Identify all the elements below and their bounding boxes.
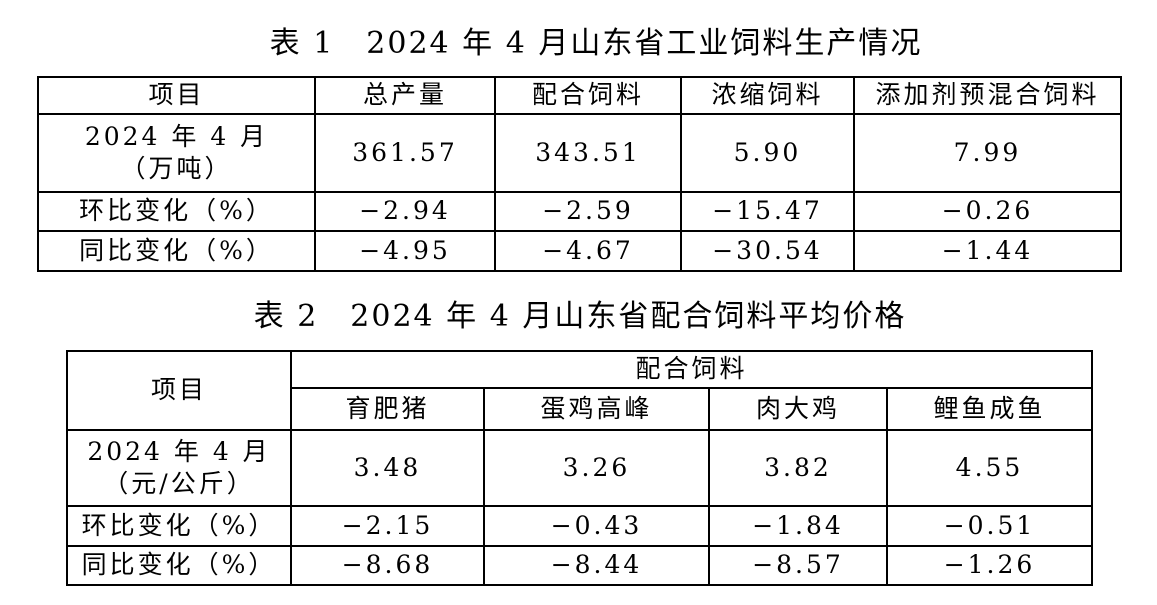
cell: −0.51 bbox=[885, 505, 1094, 547]
cell: 4.55 bbox=[885, 429, 1094, 507]
production-table: 项目 总产量 配合饲料 浓缩饲料 添加剂预混合饲料 2024 年 4 月 （万吨） 361.5… bbox=[37, 76, 1122, 272]
header-cell: 项目 bbox=[66, 350, 292, 431]
table-title: 表 1 2024 年 4 月山东省工业饲料生产情况 bbox=[269, 26, 923, 61]
cell: −2.94 bbox=[314, 191, 496, 232]
cell: −2.59 bbox=[494, 191, 682, 232]
row-label: 2024 年 4 月 （万吨） bbox=[37, 113, 316, 193]
row: 同比变化（%） −4.95 −4.67 −30.54 −1.44 bbox=[37, 230, 1122, 272]
table-title: 表 2 2024 年 4 月山东省配合饲料平均价格 bbox=[253, 299, 907, 334]
cell: −8.44 bbox=[483, 545, 710, 586]
cell: 7.99 bbox=[853, 113, 1122, 193]
cell: −4.95 bbox=[314, 230, 496, 272]
row: 同比变化（%） −8.68 −8.44 −8.57 −1.26 bbox=[66, 545, 1094, 586]
cell: 3.48 bbox=[290, 429, 485, 507]
label-line: （元/公斤） bbox=[103, 469, 255, 498]
cell: −1.44 bbox=[853, 230, 1122, 272]
label-line: （万吨） bbox=[120, 154, 233, 183]
label-line: 同比变化（%） bbox=[81, 550, 277, 580]
label-line: 同比变化（%） bbox=[79, 235, 274, 265]
row: 2024 年 4 月 （元/公斤） 3.48 3.26 3.82 4.55 bbox=[66, 429, 1094, 507]
cell: 361.57 bbox=[314, 113, 496, 193]
cell: −30.54 bbox=[680, 230, 855, 272]
row-label: 2024 年 4 月 （元/公斤） bbox=[66, 429, 292, 507]
group-header: 配合饲料 bbox=[289, 350, 1094, 389]
cell: −0.43 bbox=[483, 505, 710, 547]
price-table: 项目 配合饲料 育肥猪 蛋鸡高峰 肉大鸡 鲤鱼成鱼 2024 年 4 月 （元/公斤） 3.48… bbox=[66, 350, 1094, 586]
header-cell: 育肥猪 bbox=[290, 387, 485, 431]
header-cell: 项目 bbox=[37, 76, 316, 115]
label-line: 环比变化（%） bbox=[81, 510, 277, 540]
cell: −8.68 bbox=[290, 545, 485, 586]
header-row: 项目 总产量 配合饲料 浓缩饲料 添加剂预混合饲料 bbox=[37, 76, 1122, 115]
cell: −1.84 bbox=[708, 505, 888, 547]
row-label: 同比变化（%） bbox=[66, 545, 292, 586]
header-cell: 浓缩饲料 bbox=[680, 76, 855, 115]
cell: 3.82 bbox=[708, 429, 888, 507]
label-line: 2024 年 4 月 bbox=[84, 121, 269, 151]
row: 2024 年 4 月 （万吨） 361.57 343.51 5.90 7.99 bbox=[37, 113, 1122, 193]
row: 环比变化（%） −2.94 −2.59 −15.47 −0.26 bbox=[37, 191, 1122, 232]
row: 环比变化（%） −2.15 −0.43 −1.84 −0.51 bbox=[66, 505, 1094, 547]
cell: −0.26 bbox=[853, 191, 1122, 232]
cell: −2.15 bbox=[290, 505, 485, 547]
label-line: 2024 年 4 月 bbox=[87, 436, 271, 466]
cell: −15.47 bbox=[680, 191, 855, 232]
cell: −8.57 bbox=[708, 545, 888, 586]
cell: −4.67 bbox=[494, 230, 682, 272]
header-cell: 总产量 bbox=[314, 76, 496, 115]
label-line: 环比变化（%） bbox=[79, 196, 274, 226]
header-cell: 添加剂预混合饲料 bbox=[853, 76, 1122, 115]
cell: 5.90 bbox=[680, 113, 855, 193]
header-cell: 鲤鱼成鱼 bbox=[885, 387, 1094, 431]
cell: 343.51 bbox=[494, 113, 682, 193]
header-cell: 配合饲料 bbox=[494, 76, 682, 115]
row-label: 环比变化（%） bbox=[66, 505, 292, 547]
header-cell: 蛋鸡高峰 bbox=[483, 387, 710, 431]
header-row: 育肥猪 蛋鸡高峰 肉大鸡 鲤鱼成鱼 bbox=[67, 387, 1094, 431]
header-row: 项目 配合饲料 bbox=[66, 350, 1094, 431]
cell: −1.26 bbox=[885, 545, 1094, 586]
header-cell: 肉大鸡 bbox=[708, 387, 888, 431]
cell: 3.26 bbox=[483, 429, 710, 507]
row-label: 同比变化（%） bbox=[37, 230, 316, 272]
row-label: 环比变化（%） bbox=[37, 191, 316, 232]
